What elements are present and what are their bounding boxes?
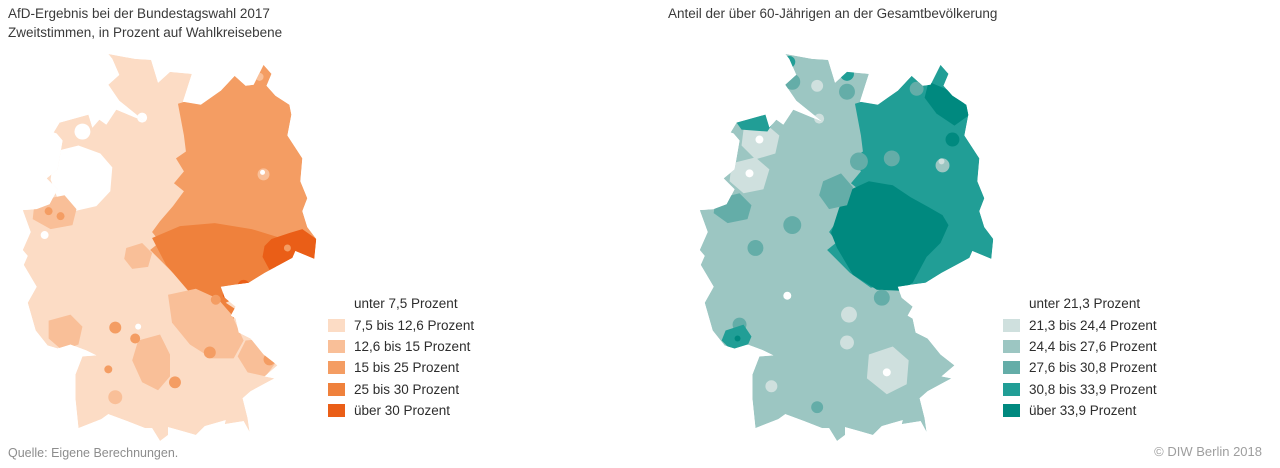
- district-region: [783, 291, 792, 300]
- legend-label: über 30 Prozent: [354, 403, 451, 419]
- district-region: [784, 73, 801, 90]
- district-region: [783, 216, 802, 235]
- district-region: [747, 240, 764, 256]
- district-region: [765, 380, 778, 393]
- source-note: Quelle: Eigene Berechnungen.: [8, 446, 179, 460]
- district-region: [237, 279, 250, 292]
- legend-swatch: [328, 404, 345, 418]
- district-region: [909, 81, 924, 96]
- district-region: [811, 401, 824, 414]
- legend-label: 30,8 bis 33,9 Prozent: [1029, 381, 1157, 397]
- district-region: [814, 113, 825, 124]
- district-region: [924, 81, 969, 126]
- district-region: [841, 306, 857, 323]
- legend-item: 15 bis 25 Prozent: [328, 357, 474, 378]
- legend-item: 7,5 bis 12,6 Prozent: [328, 314, 474, 335]
- legend-item: unter 7,5 Prozent: [328, 293, 474, 314]
- legend-item: 21,3 bis 24,4 Prozent: [1003, 314, 1157, 335]
- left-map-title-line2: Zweitstimmen, in Prozent auf Wahlkreiseb…: [8, 25, 283, 40]
- legend-swatch: [328, 361, 345, 375]
- district-region: [104, 365, 113, 374]
- legend-right: unter 21,3 Prozent 21,3 bis 24,4 Prozent…: [1003, 293, 1157, 421]
- district-region: [152, 223, 282, 323]
- district-region: [169, 376, 181, 389]
- legend-item: 24,4 bis 27,6 Prozent: [1003, 336, 1157, 357]
- district-region: [831, 181, 949, 291]
- district-region: [48, 314, 83, 351]
- legend-label: 27,6 bis 30,8 Prozent: [1029, 360, 1157, 376]
- district-region: [938, 158, 945, 165]
- copyright-note: © DIW Berlin 2018: [1154, 444, 1262, 459]
- district-region: [255, 72, 264, 81]
- legend-item: 30,8 bis 33,9 Prozent: [1003, 379, 1157, 400]
- district-region: [109, 321, 122, 334]
- district-region: [263, 353, 276, 366]
- district-region: [755, 135, 764, 144]
- legend-swatch: [328, 318, 345, 332]
- legend-label: unter 7,5 Prozent: [354, 296, 458, 312]
- district-region: [873, 289, 890, 306]
- legend-swatch: [1003, 339, 1020, 353]
- right-map-title: Anteil der über 60-Jährigen an der Gesam…: [668, 4, 997, 23]
- legend-item: 27,6 bis 30,8 Prozent: [1003, 357, 1157, 378]
- district-region: [945, 132, 960, 147]
- right-map-title-text: Anteil der über 60-Jährigen an der Gesam…: [668, 6, 998, 21]
- district-region: [132, 334, 170, 391]
- district-region: [745, 169, 754, 178]
- district-region: [283, 244, 291, 252]
- legend-swatch: [1003, 318, 1020, 332]
- district-region: [811, 79, 824, 92]
- left-map-title-line1: AfD-Ergebnis bei der Bundestagswahl 2017: [8, 6, 270, 21]
- legend-label: über 33,9 Prozent: [1029, 403, 1137, 419]
- legend-item: 12,6 bis 15 Prozent: [328, 336, 474, 357]
- district-region: [168, 288, 244, 359]
- legend-label: unter 21,3 Prozent: [1029, 296, 1141, 312]
- legend-label: 7,5 bis 12,6 Prozent: [354, 317, 475, 333]
- legend-item: 25 bis 30 Prozent: [328, 379, 474, 400]
- choropleth-map-age: [699, 53, 994, 442]
- legend-label: 15 bis 25 Prozent: [354, 360, 460, 376]
- district-region: [130, 333, 141, 344]
- legend-label: 21,3 bis 24,4 Prozent: [1029, 317, 1157, 333]
- district-region: [840, 335, 854, 350]
- legend-swatch: [1003, 297, 1020, 311]
- district-region: [137, 112, 148, 123]
- legend-swatch: [1003, 361, 1020, 375]
- district-region: [203, 346, 216, 359]
- district-region: [44, 207, 53, 216]
- district-region: [135, 323, 142, 330]
- district-region: [108, 390, 123, 405]
- district-region: [839, 83, 855, 100]
- district-region: [260, 169, 266, 175]
- district-region: [210, 294, 221, 305]
- left-map-title: AfD-Ergebnis bei der Bundestagswahl 2017…: [8, 4, 282, 42]
- district-region: [840, 66, 854, 81]
- legend-swatch: [328, 382, 345, 396]
- legend-swatch: [1003, 404, 1020, 418]
- district-region: [124, 243, 153, 269]
- choropleth-map-afd: [22, 53, 317, 442]
- district-region: [40, 231, 49, 240]
- district-region: [849, 152, 868, 171]
- district-region: [74, 123, 91, 140]
- legend-item: über 30 Prozent: [328, 400, 474, 421]
- district-region: [734, 335, 741, 342]
- district-region: [56, 212, 65, 221]
- legend-swatch: [328, 297, 345, 311]
- legend-swatch: [328, 339, 345, 353]
- legend-label: 12,6 bis 15 Prozent: [354, 338, 471, 354]
- legend-swatch: [1003, 382, 1020, 396]
- legend-left: unter 7,5 Prozent 7,5 bis 12,6 Prozent 1…: [328, 293, 474, 421]
- district-region: [882, 368, 891, 377]
- legend-item: über 33,9 Prozent: [1003, 400, 1157, 421]
- district-region: [50, 145, 113, 212]
- district-region: [222, 290, 231, 299]
- district-region: [883, 150, 900, 167]
- district-region: [819, 173, 853, 210]
- legend-label: 25 bis 30 Prozent: [354, 381, 460, 397]
- legend-item: unter 21,3 Prozent: [1003, 293, 1157, 314]
- district-region: [783, 55, 796, 68]
- legend-label: 24,4 bis 27,6 Prozent: [1029, 338, 1157, 354]
